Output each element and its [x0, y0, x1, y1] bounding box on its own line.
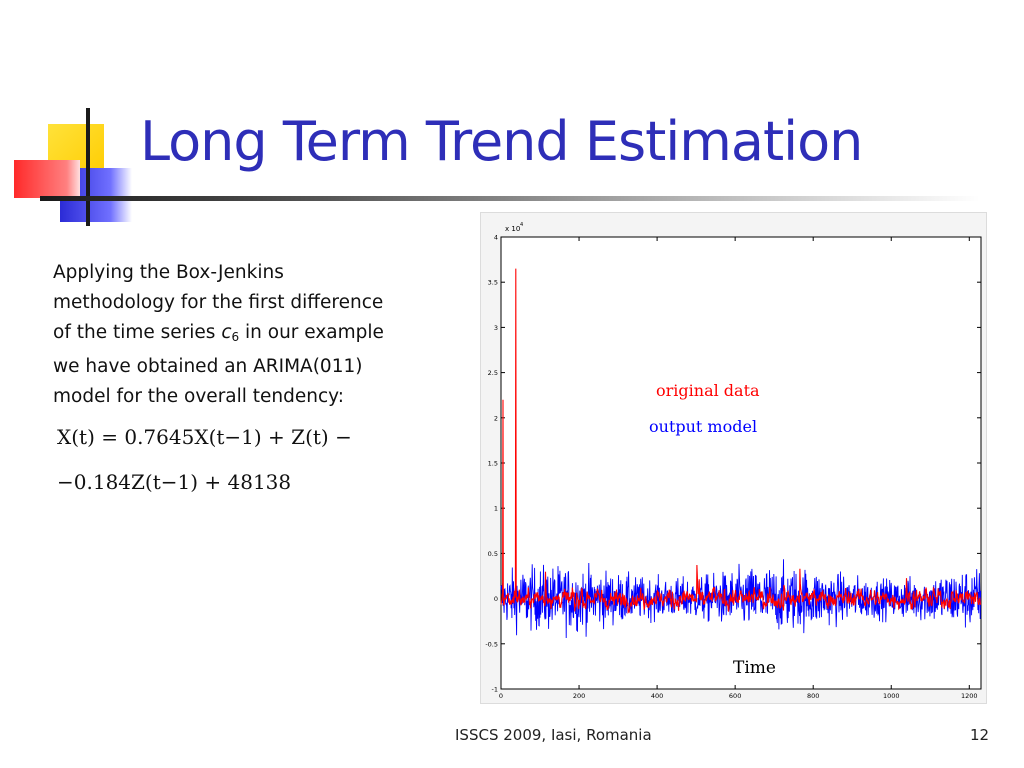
legend-output-model: output model	[649, 417, 757, 436]
legend-original-data: original data	[656, 381, 760, 400]
body-line-3: of the time series c6 in our example	[53, 318, 463, 352]
y-exponent-superscript: 4	[520, 222, 523, 228]
y-tick-label: 2.5	[488, 369, 498, 377]
footer-conference: ISSCS 2009, Iasi, Romania	[455, 726, 652, 744]
y-tick-label: -0.5	[485, 640, 498, 648]
x-tick-label: 0	[499, 692, 503, 700]
x-tick-label: 1200	[961, 692, 978, 700]
x-axis-label: Time	[733, 658, 776, 678]
plot-area	[500, 236, 982, 690]
x-tick-label: 400	[651, 692, 663, 700]
y-tick-label: 1	[494, 505, 498, 513]
body-text: Applying the Box-Jenkins methodology for…	[53, 258, 463, 412]
equation-line-1: X(t) = 0.7645X(t−1) + Z(t) −	[57, 425, 352, 449]
body-line-3-pre: of the time series	[53, 322, 222, 343]
y-exponent-label: x 10	[505, 225, 520, 233]
y-tick-label: 2	[494, 414, 498, 422]
chart-frame: -1 -0.5 0 0.5 1 1.5 2 2.5 3 3.5 4 0 200 400 600 800 1000…	[480, 212, 987, 704]
time-series-chart: -1 -0.5 0 0.5 1 1.5 2 2.5 3 3.5 4 0 200 400 600 800 1000…	[485, 222, 982, 700]
series-line-original-data	[500, 268, 982, 615]
title-underline	[40, 196, 980, 201]
x-tick-label: 600	[729, 692, 741, 700]
x-tick-label: 200	[573, 692, 585, 700]
variable-c: c	[221, 322, 232, 343]
x-tick-label: 1000	[883, 692, 900, 700]
y-tick-label: 0	[494, 595, 498, 603]
equation-line-2: −0.184Z(t−1) + 48138	[57, 470, 292, 494]
y-tick-label: -1	[492, 686, 498, 694]
y-tick-label: 1.5	[488, 460, 498, 468]
body-line-4: we have obtained an ARIMA(011)	[53, 356, 363, 377]
y-tick-label: 3.5	[488, 279, 498, 287]
variable-subscript: 6	[231, 330, 240, 344]
footer-page-number: 12	[970, 726, 990, 744]
y-tick-label: 0.5	[488, 550, 498, 558]
logo-square-red	[14, 160, 80, 198]
y-tick-label: 4	[494, 234, 498, 242]
slide-title: Long Term Trend Estimation	[140, 110, 863, 173]
body-line-2: methodology for the first difference	[53, 292, 384, 313]
x-tick-label: 800	[807, 692, 819, 700]
body-line-3-post: in our example	[239, 322, 384, 343]
logo-vertical-line	[86, 108, 90, 226]
body-line-5: model for the overall tendency:	[53, 386, 345, 407]
body-line-1: Applying the Box-Jenkins	[53, 262, 284, 283]
y-tick-label: 3	[494, 324, 498, 332]
